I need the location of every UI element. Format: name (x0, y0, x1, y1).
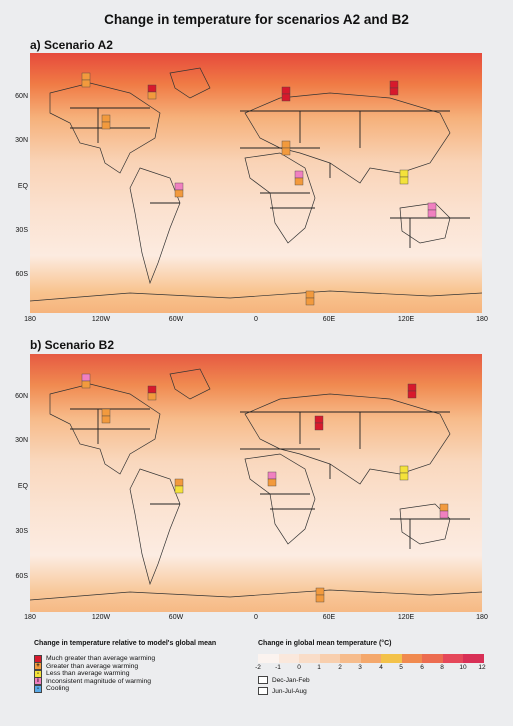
legend-item-inconsistent: i Inconsistent magnitude of warming (34, 677, 216, 686)
lon-label-0: 0 (254, 316, 258, 323)
figure-title: Change in temperature for scenarios A2 a… (104, 12, 409, 27)
color-bar (258, 654, 485, 663)
season-jja: Jun-Jul-Aug (258, 687, 484, 695)
lon-label-60e: 60E (322, 316, 336, 323)
color-bar-ticks: -2 -1 0 1 2 3 4 5 6 8 10 12 (255, 664, 486, 671)
lat-label-30s: 30S (15, 227, 28, 234)
lat-label-60n-b: 60N (15, 393, 28, 400)
lat-label-60s-b: 60S (15, 573, 28, 580)
lat-label-30n-b: 30N (15, 437, 28, 444)
panel-b-title: b) Scenario B2 (30, 338, 115, 352)
legend-global-heading: Change in global mean temperature (°C) (258, 640, 392, 647)
lon-label-0-b: 0 (254, 614, 258, 621)
map-scenario-b2 (30, 354, 482, 612)
legend-item-much-greater: Much greater than average warming (34, 654, 216, 663)
lon-label-120e-b: 120E (397, 614, 415, 621)
legend-relative-change: Change in temperature relative to model'… (34, 640, 216, 693)
lon-label-180w-b: 180 (24, 614, 36, 621)
lat-label-eq-b: EQ (17, 483, 28, 490)
lat-label-60s: 60S (15, 271, 28, 278)
lon-label-120e: 120E (397, 316, 415, 323)
legend-global-mean: Change in global mean temperature (°C) -… (255, 640, 486, 695)
lat-label-60n: 60N (15, 93, 28, 100)
lon-label-60w-b: 60W (168, 614, 184, 621)
swatch-cooling: - (34, 684, 42, 693)
legend-item-greater: + Greater than average warming (34, 662, 216, 671)
lon-label-60e-b: 60E (322, 614, 336, 621)
legend-item-cooling: - Cooling (34, 684, 216, 693)
lat-label-eq: EQ (17, 183, 28, 190)
legend-relative-heading: Change in temperature relative to model'… (34, 640, 217, 647)
map-scenario-a2 (30, 53, 482, 313)
season-djf: Dec-Jan-Feb (258, 676, 484, 684)
lon-label-120w-b: 120W (91, 614, 111, 621)
lat-label-30n: 30N (15, 137, 28, 144)
lon-label-120w: 120W (91, 316, 111, 323)
lon-label-180e-b: 180 (476, 614, 488, 621)
lon-label-180e: 180 (476, 316, 488, 323)
legend-item-less: - Less than average warming (34, 669, 216, 678)
lon-label-60w: 60W (168, 316, 184, 323)
lat-label-30s-b: 30S (15, 528, 28, 535)
lon-label-180w: 180 (24, 316, 36, 323)
panel-a-title: a) Scenario A2 (30, 38, 113, 52)
